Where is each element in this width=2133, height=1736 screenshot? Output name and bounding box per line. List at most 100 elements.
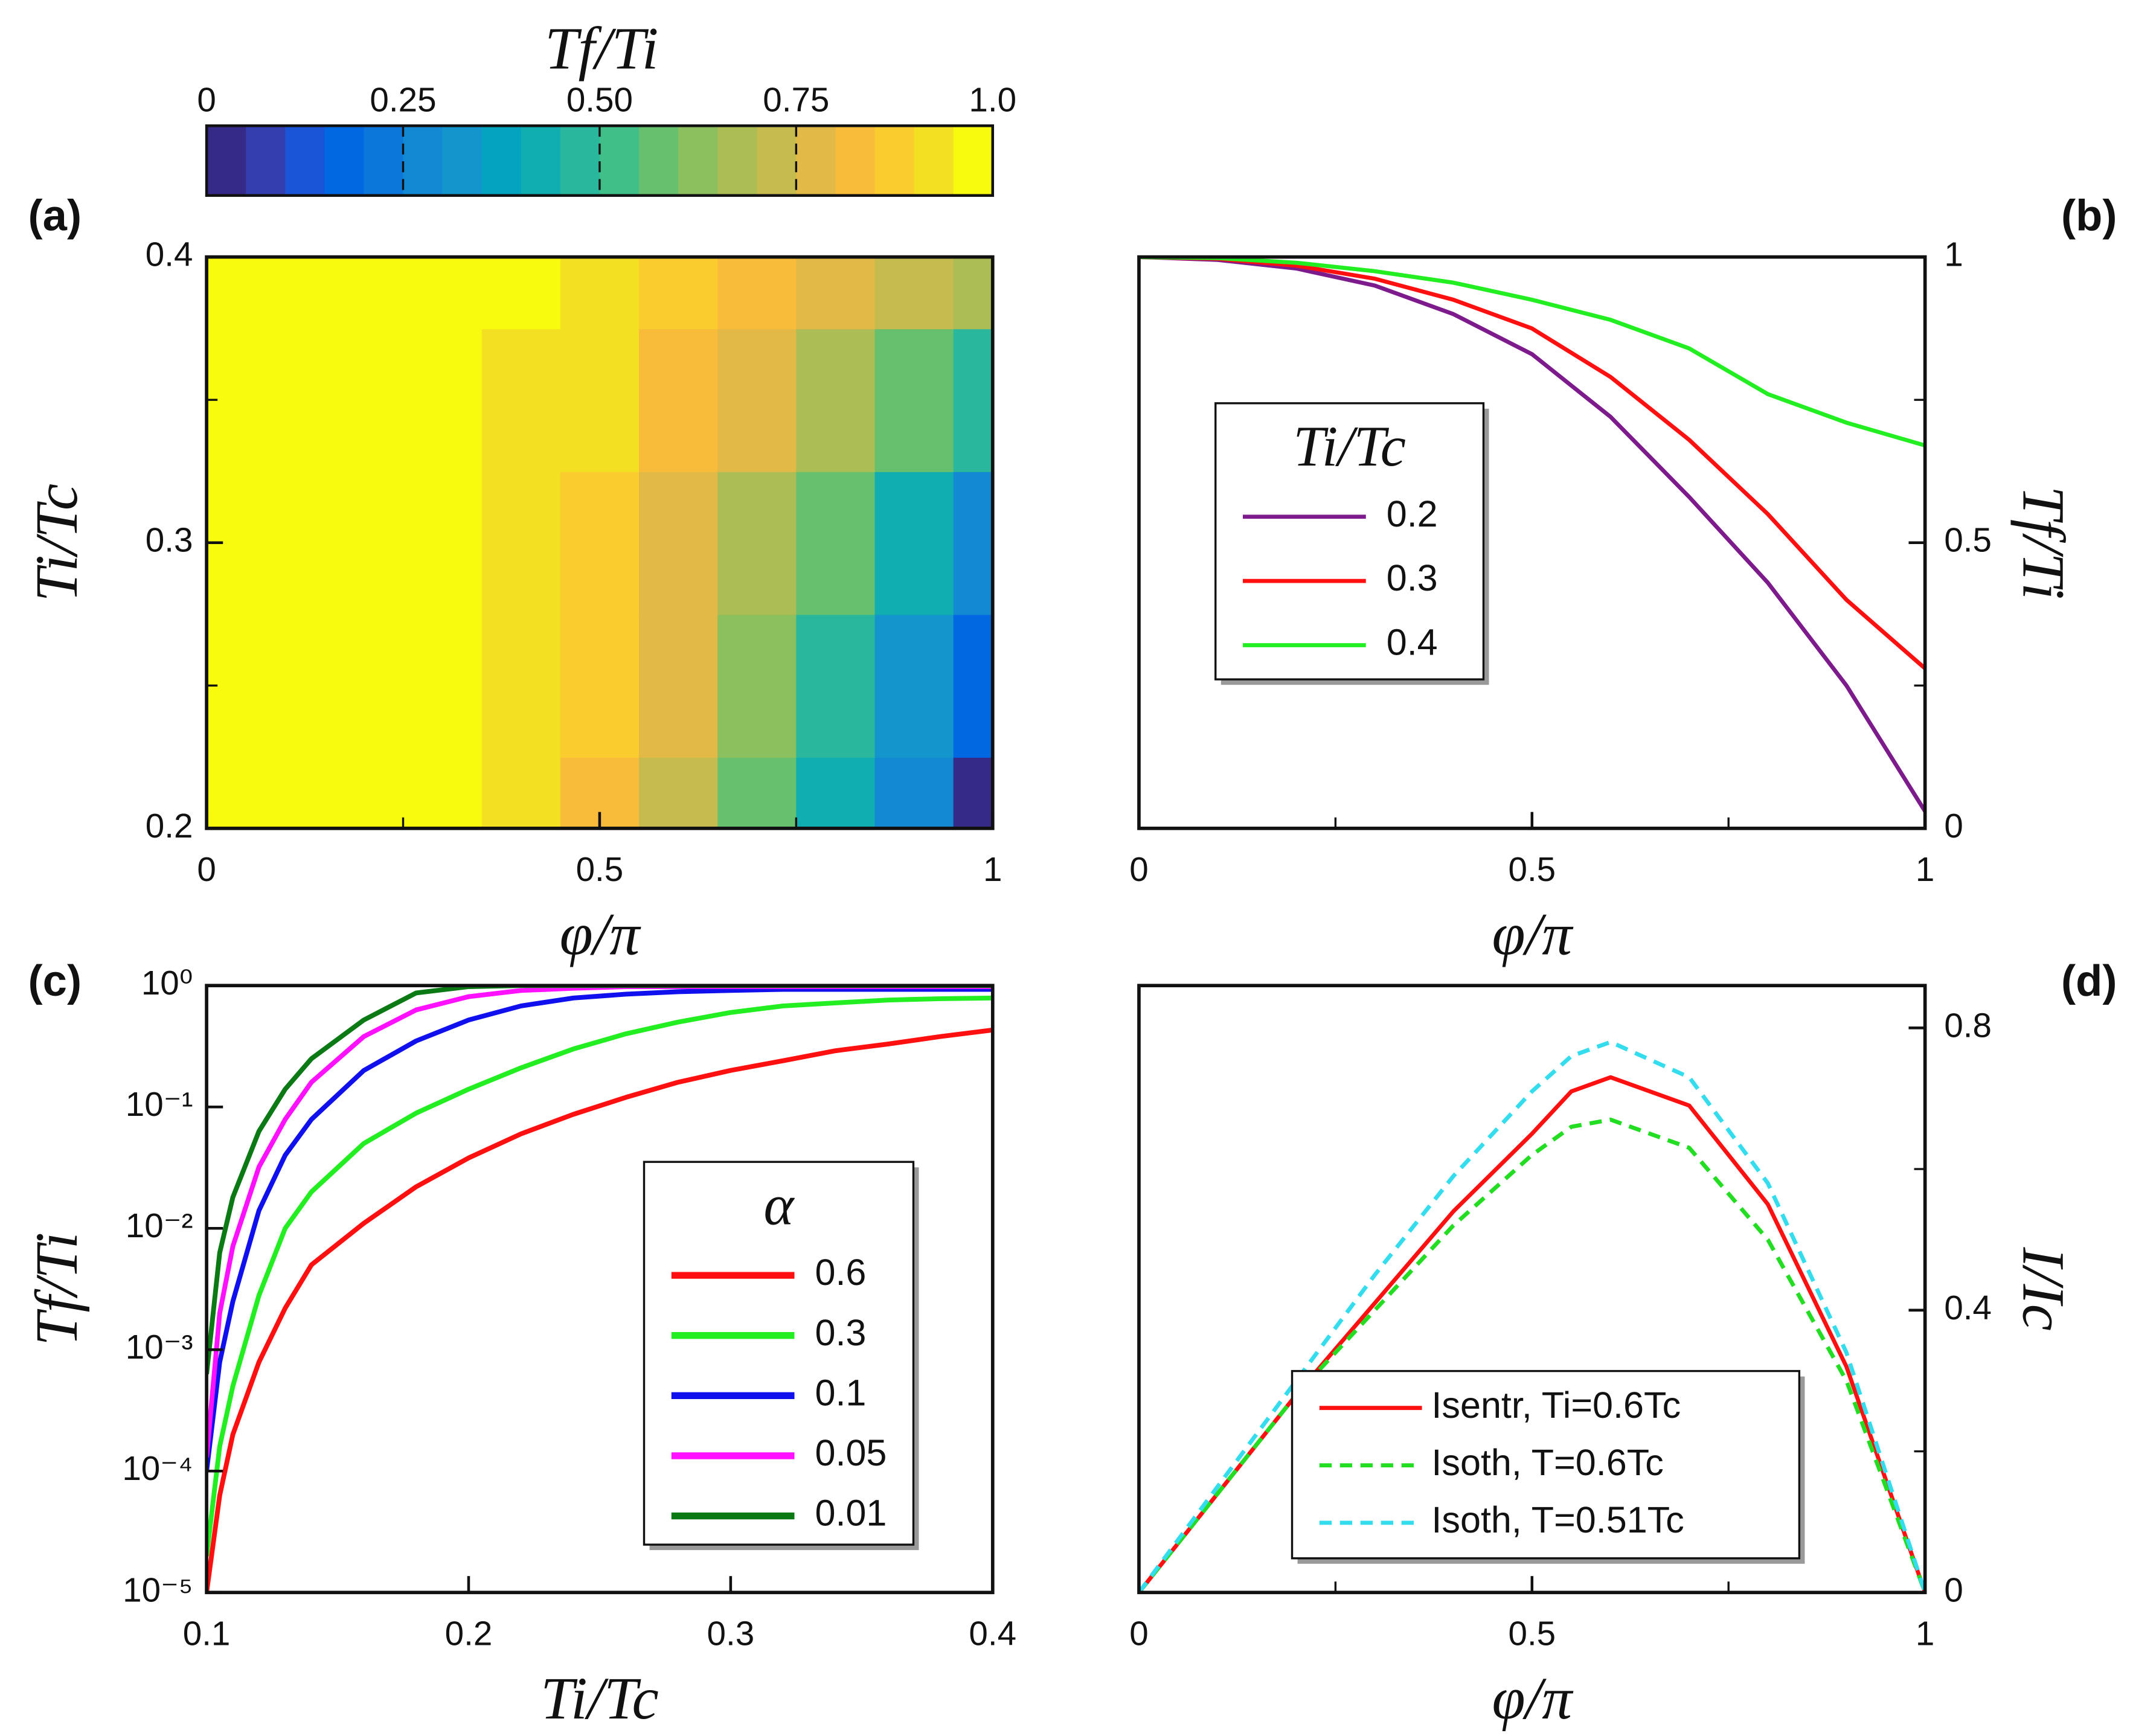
panel-label: (a) <box>28 191 82 240</box>
y-tick-label: 10⁰ <box>141 964 193 1002</box>
legend-label: 0.2 <box>1387 493 1438 534</box>
x-axis-label: φ/π <box>560 900 642 967</box>
contour-cell <box>403 257 483 330</box>
x-tick-label: 0.1 <box>183 1615 231 1653</box>
contour-cell <box>639 328 719 472</box>
x-tick-label: 0 <box>197 850 216 888</box>
contour-cell <box>796 328 876 472</box>
contour-cell <box>953 328 994 472</box>
contour-cell <box>874 257 955 330</box>
x-tick-label: 1 <box>1916 850 1934 888</box>
colorbar-tick-label: 0.75 <box>763 81 829 119</box>
contour-cell <box>403 614 483 758</box>
y-tick-label: 0.8 <box>1944 1006 1992 1044</box>
contour-cell <box>324 257 404 330</box>
y-tick-label: 10⁻¹ <box>126 1085 193 1123</box>
colorbar-cell <box>521 126 561 196</box>
colorbar-tick-label: 0.25 <box>370 81 436 119</box>
legend-label: 0.1 <box>815 1372 866 1413</box>
contour-cell <box>207 257 247 330</box>
contour-cell <box>246 257 326 330</box>
colorbar-cell <box>678 126 719 196</box>
legend-label: 0.01 <box>815 1493 887 1534</box>
contour-cell <box>481 757 562 830</box>
contour-cell <box>953 257 994 330</box>
colorbar-cell <box>324 126 365 196</box>
contour-cell <box>246 328 326 472</box>
contour-cell <box>324 328 404 472</box>
y-axis-label: Ti/Tc <box>23 484 90 602</box>
contour-cell <box>796 757 876 830</box>
x-tick-label: 0 <box>1129 850 1148 888</box>
contour-cell <box>481 614 562 758</box>
legend-label: Isoth, T=0.51Tc <box>1431 1499 1684 1540</box>
contour-cell <box>717 257 797 330</box>
legend-label: 0.05 <box>815 1432 887 1473</box>
panel-label: (b) <box>2061 191 2117 240</box>
contour-cell <box>953 471 994 615</box>
colorbar-cell <box>403 126 443 196</box>
x-tick-label: 1 <box>983 850 1002 888</box>
y-tick-label: 10⁻⁴ <box>122 1449 193 1487</box>
y-tick-label: 0.5 <box>1944 521 1992 559</box>
y-tick-label: 10⁻³ <box>126 1328 193 1366</box>
contour-cell <box>639 614 719 758</box>
contour-cell <box>481 257 562 330</box>
legend-box <box>1291 1369 1801 1560</box>
series-line <box>1138 257 1925 813</box>
contour-cell <box>481 471 562 615</box>
x-tick-label: 0.5 <box>1508 1615 1556 1653</box>
contour-cell <box>560 614 640 758</box>
y-tick-label: 0.4 <box>1944 1289 1992 1327</box>
y-tick-label: 0.3 <box>146 521 193 559</box>
contour-cell <box>796 257 876 330</box>
contour-cell <box>639 257 719 330</box>
colorbar-cell <box>757 126 797 196</box>
x-tick-label: 0.2 <box>445 1615 493 1653</box>
x-tick-label: 0.4 <box>969 1615 1016 1653</box>
contour-cell <box>796 614 876 758</box>
contour-cell <box>560 471 640 615</box>
x-axis-label: Ti/Tc <box>540 1665 659 1732</box>
legend-label: 0.3 <box>815 1312 866 1353</box>
contour-cell <box>953 614 994 758</box>
legend-label: 0.6 <box>815 1252 866 1293</box>
colorbar-cell <box>285 126 326 196</box>
contour-cell <box>246 614 326 758</box>
y-tick-label: 1 <box>1944 235 1963 274</box>
contour-cell <box>207 757 247 830</box>
y-axis-label: I/Ic <box>2010 1247 2077 1331</box>
colorbar-cell <box>914 126 954 196</box>
x-axis-label: φ/π <box>1492 1665 1574 1732</box>
colorbar-cell <box>835 126 876 196</box>
contour-cell <box>717 328 797 472</box>
series-line <box>207 995 993 1557</box>
colorbar-cell <box>207 126 247 196</box>
y-tick-label: 0 <box>1944 1571 1963 1609</box>
colorbar-cell <box>796 126 836 196</box>
series-line <box>1138 1040 1925 1593</box>
y-tick-label: 0.4 <box>146 235 193 274</box>
contour-cell <box>246 471 326 615</box>
x-tick-label: 0 <box>1129 1615 1148 1653</box>
series-line <box>1138 257 1925 670</box>
colorbar-cell <box>874 126 915 196</box>
panel-label: (d) <box>2061 956 2117 1005</box>
y-tick-label: 0 <box>1944 807 1963 845</box>
contour-cell <box>639 471 719 615</box>
contour-cell <box>324 757 404 830</box>
x-tick-label: 1 <box>1916 1615 1934 1653</box>
x-tick-label: 0.5 <box>1508 850 1556 888</box>
colorbar-cell <box>442 126 483 196</box>
contour-cell <box>403 471 483 615</box>
legend-label: 0.3 <box>1387 557 1438 598</box>
plot-frame <box>205 984 995 1595</box>
legend-title: α <box>764 1173 795 1237</box>
contour-cell <box>796 471 876 615</box>
colorbar-cell <box>246 126 286 196</box>
y-axis-label: Tf/Ti <box>2010 486 2077 600</box>
x-tick-label: 0.3 <box>707 1615 755 1653</box>
contour-cell <box>403 328 483 472</box>
series-line <box>1138 1117 1925 1593</box>
contour-cell <box>717 757 797 830</box>
